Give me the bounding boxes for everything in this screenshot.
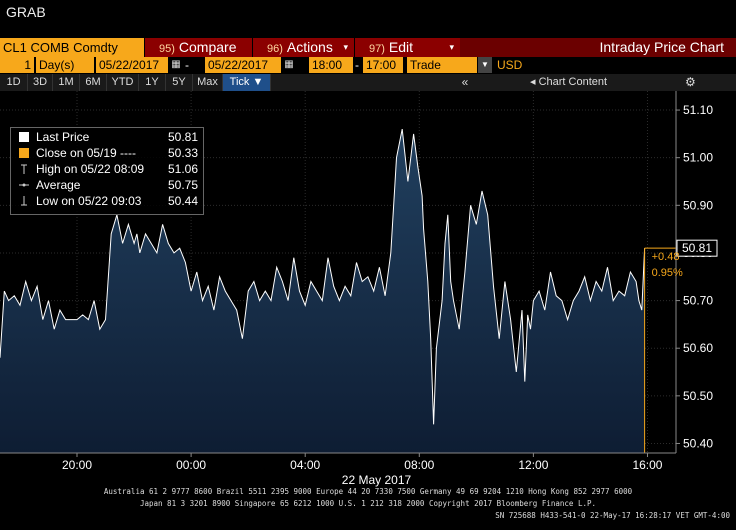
period-max[interactable]: Max	[193, 74, 223, 91]
average-marker-icon	[19, 183, 29, 187]
period-1y[interactable]: 1Y	[139, 74, 166, 91]
actions-caret-icon: ▾	[343, 42, 348, 52]
legend-last-price: Last Price 50.81	[11, 129, 203, 145]
chart-content-button[interactable]: ◂ Chart Content	[530, 74, 607, 91]
x-tick-label: 00:00	[176, 458, 206, 472]
legend-value: 50.44	[168, 194, 199, 208]
edit-num: 97)	[369, 43, 385, 55]
legend-label: Last Price	[36, 130, 90, 144]
x-axis: 20:00 00:00 04:00 08:00 12:00 16:00	[0, 452, 676, 472]
currency-field[interactable]: USD	[497, 58, 523, 72]
collapse-panel-icon[interactable]: «	[461, 75, 469, 89]
change-label: +0.48	[652, 251, 680, 263]
high-marker-icon	[21, 164, 27, 174]
period-ytd[interactable]: YTD	[107, 74, 139, 91]
period-1m[interactable]: 1M	[53, 74, 80, 91]
low-marker-icon	[21, 196, 27, 206]
period-6m[interactable]: 6M	[80, 74, 107, 91]
chart-title: Intraday Price Chart	[599, 39, 725, 55]
x-tick-label: 20:00	[62, 458, 92, 472]
gear-icon[interactable]: ⚙	[685, 75, 696, 89]
y-tick-label: 50.90	[683, 198, 713, 212]
y-tick-label: 51.10	[683, 103, 713, 117]
period-3d[interactable]: 3D	[28, 74, 53, 91]
actions-button[interactable]: 96) Actions ▾	[252, 38, 354, 57]
last-price-label: 50.81	[682, 241, 712, 255]
compare-label: Compare	[178, 39, 237, 55]
time-separator: -	[355, 58, 359, 72]
window-title: GRAB	[6, 4, 46, 20]
x-tick-label: 16:00	[632, 458, 662, 472]
chart-legend[interactable]: Last Price 50.81 Close on 05/19 ---- 50.…	[10, 127, 204, 215]
ticker-field[interactable]: CL1 COMB Comdty	[0, 38, 144, 57]
y-tick-label: 50.50	[683, 389, 713, 403]
y-tick-label: 50.40	[683, 436, 713, 450]
edit-button[interactable]: 97) Edit ▾	[354, 38, 460, 57]
legend-low: Low on 05/22 09:03 50.44	[11, 193, 203, 209]
date-separator: -	[185, 58, 189, 72]
period-5y[interactable]: 5Y	[166, 74, 193, 91]
legend-close: Close on 05/19 ---- 50.33	[11, 145, 203, 161]
compare-num: 95)	[159, 43, 175, 55]
orange-square-icon	[19, 148, 29, 158]
footer-contacts-1: Australia 61 2 9777 8600 Brazil 5511 239…	[103, 487, 633, 496]
legend-value: 50.81	[168, 130, 199, 144]
field-dropdown-icon[interactable]: ▼	[478, 57, 492, 73]
end-time-field[interactable]: 17:00	[363, 57, 403, 73]
interval-unit-field[interactable]: Day(s)	[36, 57, 94, 73]
last-price-box	[676, 239, 718, 257]
price-area	[0, 129, 645, 453]
start-date-field[interactable]: 05/22/2017	[96, 57, 168, 73]
interval-count-field[interactable]: 1	[0, 57, 34, 73]
x-tick-label: 08:00	[404, 458, 434, 472]
footer-contacts-2: Japan 81 3 3201 8900 Singapore 65 6212 1…	[139, 499, 597, 508]
actions-num: 96)	[267, 43, 283, 55]
legend-label: Close on 05/19 ----	[36, 146, 137, 160]
edit-caret-icon: ▾	[449, 42, 454, 52]
start-calendar-icon[interactable]: ▦	[171, 59, 181, 70]
y-tick-label: 50.70	[683, 294, 713, 308]
start-time-field[interactable]: 18:00	[309, 57, 353, 73]
footer-session: SN 725688 H433-541-0 22-May-17 16:28:17 …	[495, 511, 730, 520]
x-axis-date-label: 22 May 2017	[342, 473, 412, 487]
end-date-field[interactable]: 05/22/2017	[205, 57, 281, 73]
end-calendar-icon[interactable]: ▦	[284, 59, 294, 70]
period-bar	[0, 74, 736, 91]
actions-label: Actions	[286, 39, 333, 55]
x-tick-label: 12:00	[518, 458, 548, 472]
legend-value: 50.33	[168, 146, 199, 160]
legend-label: Low on 05/22 09:03	[36, 194, 142, 208]
field-select[interactable]: Trade	[407, 57, 477, 73]
x-tick-label: 04:00	[290, 458, 320, 472]
chart-content-caret-icon: ◂	[530, 76, 539, 88]
white-square-icon	[19, 132, 29, 142]
y-tick-label: 51.00	[683, 151, 713, 165]
period-tick-dropdown[interactable]: Tick ▼	[223, 74, 271, 91]
legend-average: Average 50.75	[11, 177, 203, 193]
legend-label: High on 05/22 08:09	[36, 162, 145, 176]
edit-label: Edit	[388, 39, 414, 55]
compare-button[interactable]: 95) Compare	[144, 38, 252, 57]
window-title-bar: GRAB	[0, 0, 736, 38]
legend-label: Average	[36, 178, 81, 192]
price-line	[0, 129, 646, 425]
period-1d[interactable]: 1D	[0, 74, 28, 91]
change-pct-label: 0.95%	[652, 267, 683, 279]
y-tick-label: 50.60	[683, 341, 713, 355]
legend-high: High on 05/22 08:09 51.06	[11, 161, 203, 177]
legend-value: 51.06	[168, 162, 199, 176]
chart-content-label: Chart Content	[538, 76, 608, 88]
legend-value: 50.75	[168, 178, 199, 192]
